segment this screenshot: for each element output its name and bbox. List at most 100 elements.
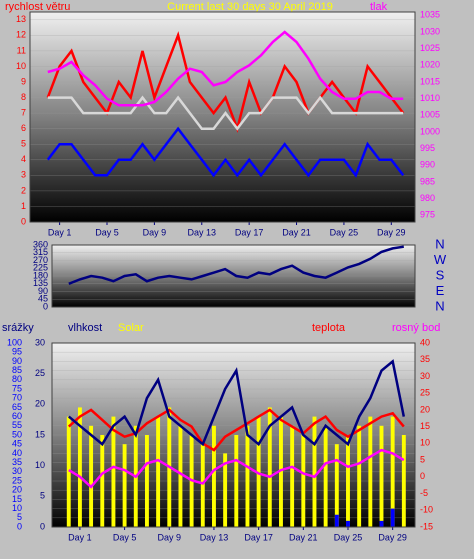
y2-tick-label: 40: [420, 337, 430, 347]
y-tick-label: 40: [12, 448, 22, 458]
y-tick-label: 70: [12, 393, 22, 403]
y3-tick-label: 0: [40, 521, 45, 531]
y-tick-label: 3: [21, 170, 26, 180]
x-tick-label: Day 5: [95, 227, 119, 237]
y3-tick-label: 20: [35, 399, 45, 409]
x-tick-label: Day 17: [235, 227, 264, 237]
bar: [122, 444, 127, 527]
y2-tick-label: 1025: [420, 43, 440, 53]
bar: [111, 416, 116, 527]
bar: [312, 416, 317, 527]
y2-tick-label: -10: [420, 505, 433, 515]
x-tick-label: Day 25: [334, 532, 363, 542]
y2-tick-label: 1000: [420, 126, 440, 136]
y-tick-label: 315: [33, 247, 48, 257]
y2-tick-label: W: [434, 252, 447, 267]
y2-tick-label: 1020: [420, 60, 440, 70]
axis-label: teplota: [312, 322, 346, 334]
y-tick-label: 10: [16, 61, 26, 71]
y-tick-label: 60: [12, 411, 22, 421]
x-tick-label: Day 29: [377, 227, 406, 237]
y2-tick-label: 1010: [420, 93, 440, 103]
x-tick-label: Day 9: [158, 532, 182, 542]
y2-tick-label: 0: [420, 471, 425, 481]
x-tick-label: Day 13: [200, 532, 229, 542]
y-tick-label: 50: [12, 429, 22, 439]
y2-tick-label: 10: [420, 438, 430, 448]
bar: [267, 407, 272, 527]
y-tick-label: 10: [12, 503, 22, 513]
y2-tick-label: 1035: [420, 10, 440, 20]
y-tick-label: 20: [12, 485, 22, 495]
bar: [401, 435, 406, 527]
chart-title: Current last 30 days 30 April 2019: [167, 1, 333, 13]
y-tick-label: 4: [21, 154, 26, 164]
bar: [290, 425, 295, 527]
x-tick-label: Day 21: [282, 227, 311, 237]
y-tick-label: 90: [12, 356, 22, 366]
y2-tick-label: 980: [420, 193, 435, 203]
y-tick-label: 12: [16, 30, 26, 40]
y3-tick-label: 15: [35, 429, 45, 439]
plot-frame: [51, 244, 416, 308]
series-line: [47, 30, 404, 107]
series-line: [67, 408, 405, 452]
bar: [223, 453, 228, 527]
y-tick-label: 15: [12, 494, 22, 504]
y-tick-label: 11: [17, 45, 26, 55]
axis-label: Solar: [118, 322, 144, 334]
y2-tick-label: 30: [420, 371, 430, 381]
plot-frame: [51, 342, 416, 528]
y-tick-label: 0: [21, 216, 26, 226]
y2-tick-label: S: [436, 267, 445, 282]
y2-tick-label: 1005: [420, 110, 440, 120]
y-tick-label: 35: [12, 457, 22, 467]
bar: [334, 444, 339, 527]
bar: [100, 435, 105, 527]
y3-tick-label: 30: [35, 337, 45, 347]
series-line: [46, 126, 405, 178]
y2-tick-label: 20: [420, 404, 430, 414]
x-tick-label: Day 1: [48, 227, 72, 237]
x-tick-label: Day 9: [143, 227, 167, 237]
plot-frame: [29, 11, 416, 223]
bar: [390, 416, 395, 527]
y-tick-label: 65: [12, 402, 22, 412]
y-tick-label: 90: [38, 286, 48, 296]
y-tick-label: 8: [21, 92, 26, 102]
y2-tick-label: 35: [420, 354, 430, 364]
axis-label: srážky: [2, 322, 34, 334]
bar: [211, 425, 216, 527]
y-tick-label: 80: [12, 374, 22, 384]
bar: [256, 416, 261, 527]
bar: [390, 508, 395, 527]
y3-tick-label: 25: [35, 368, 45, 378]
y2-tick-label: -15: [420, 521, 433, 531]
y2-tick-label: N: [435, 298, 444, 313]
bar: [234, 435, 239, 527]
y-tick-label: 0: [43, 301, 48, 311]
bar: [156, 416, 161, 527]
y-tick-label: 0: [17, 521, 22, 531]
bar: [245, 425, 250, 527]
y-tick-label: 85: [12, 365, 22, 375]
bar: [77, 407, 82, 527]
bar: [301, 435, 306, 527]
y-tick-label: 95: [12, 347, 22, 357]
y-tick-label: 45: [38, 294, 48, 304]
bar: [279, 416, 283, 527]
bar: [357, 425, 362, 527]
x-tick-label: Day 21: [289, 532, 318, 542]
y-tick-label: 25: [12, 475, 22, 485]
series-line: [68, 359, 406, 447]
y2-tick-label: 990: [420, 160, 435, 170]
y2-tick-label: 1030: [420, 26, 440, 36]
y-tick-label: 2: [21, 185, 26, 195]
bar: [334, 514, 339, 527]
axis-label: vlhkost: [68, 322, 102, 334]
y-tick-label: 100: [7, 337, 22, 347]
bar: [346, 435, 350, 527]
left-label: rychlost větru: [5, 1, 70, 13]
y-tick-label: 1: [21, 201, 26, 211]
